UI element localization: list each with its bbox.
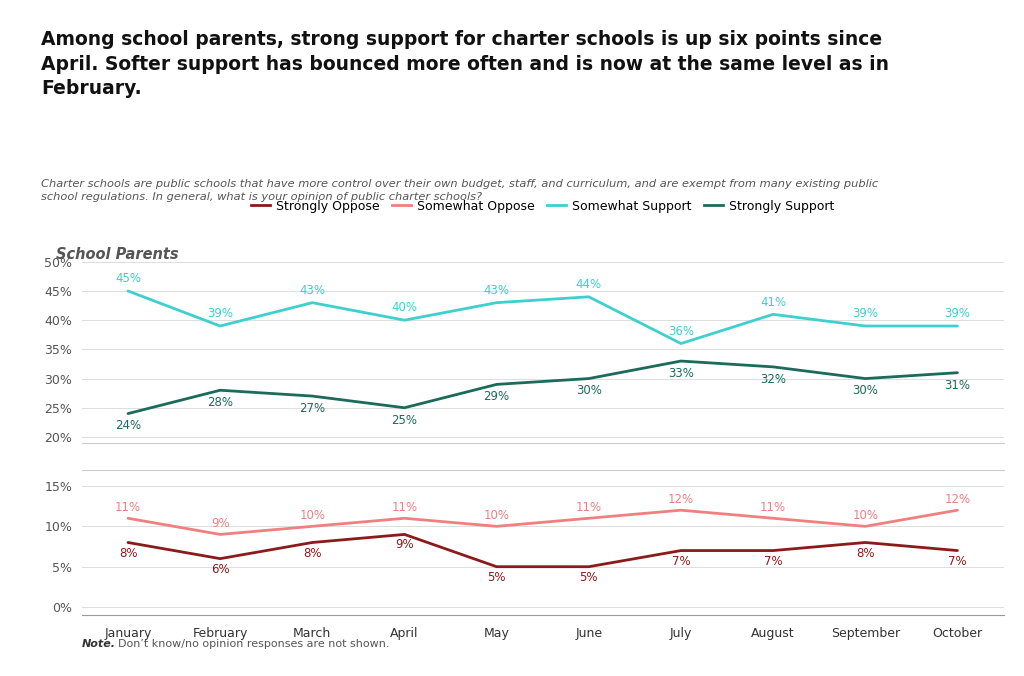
Text: 39%: 39%: [852, 307, 879, 320]
Text: 31%: 31%: [944, 379, 971, 391]
Text: 43%: 43%: [483, 284, 510, 297]
Text: 9%: 9%: [211, 517, 229, 531]
Text: 39%: 39%: [207, 307, 233, 320]
Text: 25%: 25%: [391, 414, 418, 427]
Text: 7%: 7%: [672, 554, 690, 568]
Legend: Strongly Oppose, Somewhat Oppose, Somewhat Support, Strongly Support: Strongly Oppose, Somewhat Oppose, Somewh…: [246, 195, 840, 218]
Text: 33%: 33%: [668, 367, 694, 380]
Text: 29%: 29%: [483, 390, 510, 404]
Text: 8%: 8%: [856, 546, 874, 560]
Text: 39%: 39%: [944, 307, 971, 320]
Text: 6%: 6%: [211, 562, 229, 576]
Text: 36%: 36%: [668, 324, 694, 338]
Text: School Parents: School Parents: [56, 247, 179, 262]
Text: 24%: 24%: [115, 419, 141, 433]
Text: 11%: 11%: [115, 501, 141, 514]
Text: 5%: 5%: [580, 571, 598, 584]
Text: Charter schools are public schools that have more control over their own budget,: Charter schools are public schools that …: [41, 179, 879, 201]
Text: 44%: 44%: [575, 278, 602, 291]
Text: 27%: 27%: [299, 402, 326, 415]
Text: 11%: 11%: [391, 501, 418, 514]
Text: 45%: 45%: [115, 272, 141, 285]
Text: 10%: 10%: [483, 509, 510, 523]
Text: Note.: Note.: [82, 639, 116, 649]
Text: 5%: 5%: [487, 571, 506, 584]
Text: 30%: 30%: [852, 385, 879, 397]
Text: Don’t know/no opinion responses are not shown.: Don’t know/no opinion responses are not …: [111, 639, 389, 649]
Text: 11%: 11%: [575, 501, 602, 514]
Text: 41%: 41%: [760, 295, 786, 308]
Text: 8%: 8%: [119, 546, 137, 560]
Text: 10%: 10%: [299, 509, 326, 523]
Text: 40%: 40%: [391, 301, 418, 314]
Text: 11%: 11%: [760, 501, 786, 514]
Text: 10%: 10%: [852, 509, 879, 523]
Text: 8%: 8%: [303, 546, 322, 560]
Text: 30%: 30%: [575, 385, 602, 397]
Text: 43%: 43%: [299, 284, 326, 297]
Text: 9%: 9%: [395, 539, 414, 552]
Text: Among school parents, strong support for charter schools is up six points since
: Among school parents, strong support for…: [41, 30, 889, 98]
Text: 12%: 12%: [668, 493, 694, 506]
Text: 32%: 32%: [760, 372, 786, 386]
Text: 7%: 7%: [764, 554, 782, 568]
Text: 12%: 12%: [944, 493, 971, 506]
Text: 28%: 28%: [207, 396, 233, 409]
Text: 7%: 7%: [948, 554, 967, 568]
